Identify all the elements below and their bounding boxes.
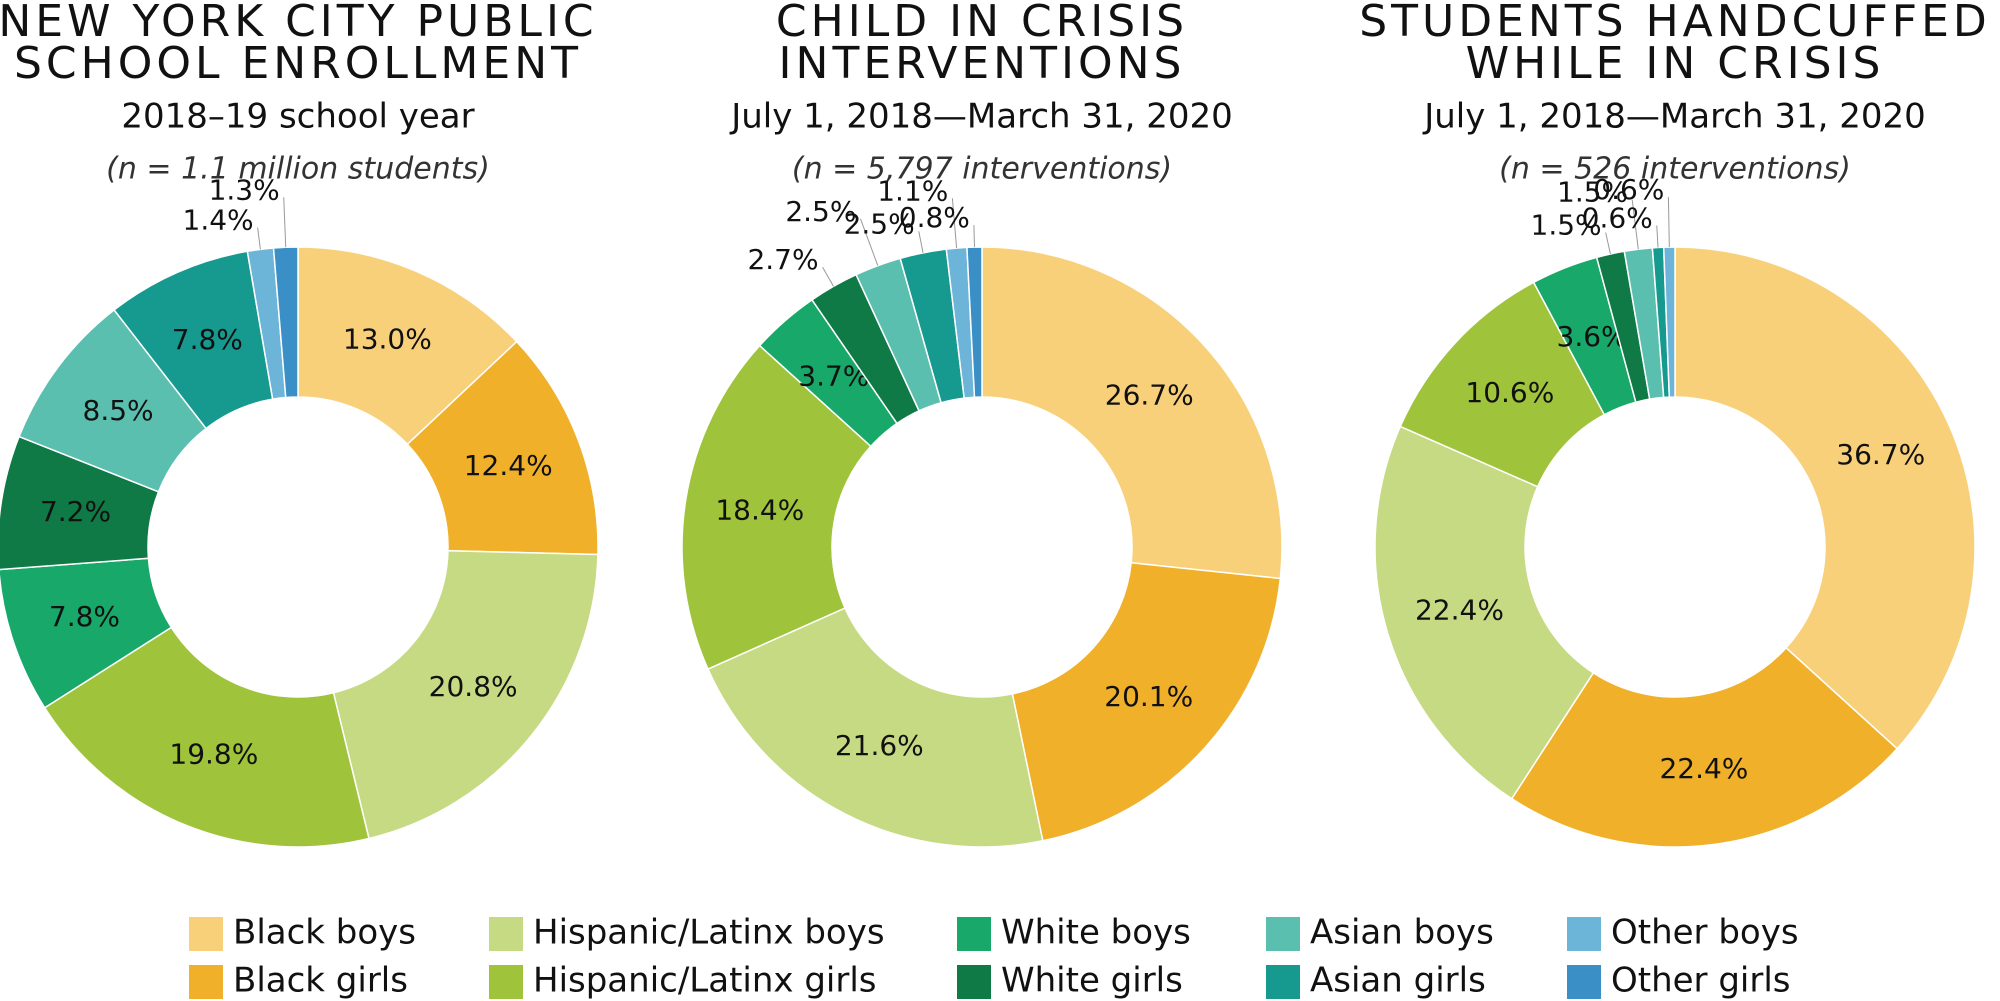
slice-label: 0.6% (1582, 202, 1653, 235)
chart-title: STUDENTS HANDCUFFED (1359, 0, 1991, 47)
legend-swatch (489, 965, 523, 999)
slice-label: 13.0% (343, 323, 432, 356)
donut-slice (332, 550, 599, 840)
slice-label: 0.8% (899, 201, 970, 234)
leader-line (283, 197, 287, 248)
chart-subtitle: July 1, 2018—March 31, 2020 (1422, 97, 1926, 137)
slice-label: 18.4% (715, 493, 804, 526)
legend-label: Other girls (1611, 961, 1791, 1001)
chart-note: (n = 5,797 interventions) (792, 152, 1172, 187)
donut-slice (966, 246, 983, 398)
donut-slice (406, 340, 599, 556)
donut-slice (1662, 246, 1676, 398)
legend-label: Asian girls (1310, 961, 1486, 1001)
donut-slice (1374, 425, 1595, 800)
slice-label: 2.7% (747, 243, 818, 276)
leader-line (918, 231, 924, 253)
donut-slice (1674, 246, 1976, 750)
chart-title: SCHOOL ENROLLMENT (14, 38, 582, 89)
donut-slice (706, 607, 1044, 848)
legend-swatch (1567, 917, 1601, 951)
slice-label: 2.5% (785, 195, 856, 228)
chart-subtitle: 2018–19 school year (121, 97, 474, 137)
slice-label: 1.1% (877, 174, 948, 207)
legend-swatch (957, 965, 991, 999)
slice-label: 7.8% (49, 600, 120, 633)
leader-line (859, 218, 879, 266)
chart-title: CHILD IN CRISIS (776, 0, 1188, 47)
leader-line (1631, 199, 1639, 250)
donut-slice (272, 246, 299, 399)
chart-note: (n = 526 interventions) (1499, 152, 1851, 187)
legend-label: Asian boys (1310, 913, 1494, 953)
slice-label: 19.8% (169, 738, 258, 771)
donut-slice (0, 557, 173, 709)
slice-label: 20.8% (429, 670, 518, 703)
donut-slice (1510, 646, 1899, 848)
legend-label: White girls (1001, 961, 1183, 1001)
donut-slice (1011, 561, 1282, 842)
legend-swatch (189, 917, 223, 951)
legend-label: Hispanic/Latinx boys (533, 913, 885, 953)
legend-label: Hispanic/Latinx girls (533, 961, 877, 1001)
leader-line (951, 198, 958, 249)
legend-label: White boys (1001, 913, 1191, 953)
donut-slice (681, 344, 872, 671)
leader-line (257, 227, 261, 250)
slice-label: 20.1% (1104, 680, 1193, 713)
slice-label: 1.5% (1531, 209, 1602, 242)
chart-title: NEW YORK CITY PUBLIC (0, 0, 598, 47)
legend-label: Other boys (1611, 913, 1799, 953)
legend-swatch (489, 917, 523, 951)
slice-label: 1.5% (1557, 176, 1628, 209)
slice-label: 8.5% (83, 394, 154, 427)
legend-label: Black girls (233, 961, 408, 1001)
legend-swatch (1266, 917, 1300, 951)
slice-label: 26.7% (1105, 378, 1194, 411)
legend-swatch (189, 965, 223, 999)
chart-note: (n = 1.1 million students) (106, 152, 490, 187)
leader-line (973, 225, 975, 248)
donut-slice (981, 246, 1283, 580)
slice-label: 1.3% (209, 173, 280, 206)
leader-line (822, 266, 834, 287)
slice-label: 2.5% (844, 207, 915, 240)
slice-label: 0.6% (1593, 173, 1664, 206)
leader-line (1656, 225, 1659, 248)
chart-subtitle: July 1, 2018—March 31, 2020 (729, 97, 1233, 137)
slice-label: 21.6% (835, 729, 924, 762)
slice-label: 7.2% (40, 495, 111, 528)
slice-label: 22.4% (1659, 752, 1748, 785)
slice-label: 10.6% (1465, 376, 1554, 409)
chart-title: INTERVENTIONS (779, 38, 1186, 89)
slice-label: 7.8% (172, 323, 243, 356)
slice-label: 1.4% (183, 204, 254, 237)
legend-swatch (1567, 965, 1601, 999)
legend-swatch (957, 917, 991, 951)
legend-swatch (1266, 965, 1300, 999)
slice-label: 12.4% (464, 449, 553, 482)
donut-slice (43, 626, 370, 848)
leader-line (1667, 197, 1670, 248)
legend-label: Black boys (233, 913, 416, 953)
slice-label: 36.7% (1836, 438, 1925, 471)
leader-line (1605, 232, 1611, 255)
chart-title: WHILE IN CRISIS (1466, 38, 1885, 89)
slice-label: 22.4% (1415, 594, 1504, 627)
